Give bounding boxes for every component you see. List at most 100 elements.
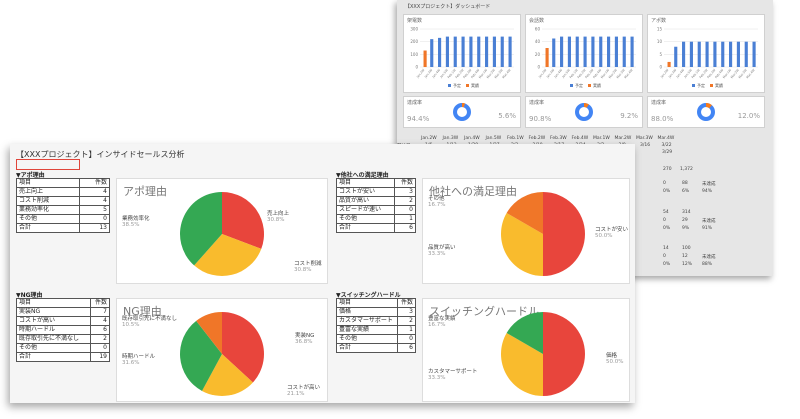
- x-tick-label: Feb.2W: [698, 68, 708, 79]
- x-tick-label: Mar.3W: [738, 68, 748, 79]
- table-cell: 0: [394, 205, 416, 215]
- x-tick-label: Jan.3W: [423, 68, 433, 79]
- achievement-left-value: 90.8%: [529, 115, 552, 123]
- pie-label: コスト削減 30.8%: [294, 261, 322, 273]
- y-tick-label: 60: [535, 27, 541, 32]
- table-cell: 6%: [682, 189, 690, 194]
- week-label: Jan.5W: [485, 136, 502, 141]
- x-tick-label: Jan.5W: [561, 68, 571, 79]
- bar-plan: [430, 39, 434, 67]
- table-row: 既存取引先に不満なし 2: [16, 334, 111, 344]
- table-cell: 豊富な実績: [335, 325, 399, 335]
- bar-plan: [461, 36, 465, 67]
- table-cell: 6: [394, 223, 416, 233]
- table-row: 豊富な実績 1: [335, 325, 416, 335]
- table-cell: 12: [682, 254, 688, 259]
- legend-label: 予定: [697, 82, 705, 88]
- bar-plan: [599, 36, 603, 67]
- bar-chart-appointments: 151050Jan.2WJan.3WJan.4WJan.5WFeb.1WFeb.…: [657, 27, 758, 88]
- bar-plan: [630, 36, 634, 67]
- table-cell: 6: [89, 325, 111, 335]
- legend-label: 予定: [575, 82, 583, 88]
- x-tick-label: Feb.1W: [691, 68, 701, 79]
- x-tick-label: Feb.1W: [569, 68, 579, 79]
- table-cell: コスト削減: [16, 196, 80, 206]
- table-cell: 時期ハードル: [16, 325, 91, 335]
- table-cell: その他: [335, 334, 399, 344]
- y-tick-label: 0: [659, 65, 662, 70]
- bar-plan: [729, 41, 733, 67]
- week-date: 3/16: [640, 143, 651, 148]
- week-label: Jan.2W: [421, 136, 437, 141]
- table-row: 項目 件数: [335, 298, 416, 308]
- week-label: Mar.3W: [636, 136, 653, 141]
- achievement-right-value: 5.6%: [498, 112, 516, 120]
- table-row: その他 0: [335, 334, 416, 344]
- table-cell: コストが安い: [336, 187, 395, 197]
- pie-slice: [194, 234, 262, 276]
- table-row: 合計 6: [336, 223, 416, 233]
- table-cell: その他: [16, 214, 80, 224]
- pie-slice: [202, 354, 253, 396]
- y-tick-label: 300: [410, 27, 418, 32]
- bar-plan: [622, 36, 626, 67]
- x-tick-label: Jan.5W: [439, 68, 449, 79]
- table-cell: 価格: [335, 307, 399, 317]
- table-cell: カスタマーサポート: [335, 316, 399, 326]
- table-cell: 未達成: [702, 182, 716, 187]
- y-tick-label: 40: [535, 39, 541, 44]
- x-tick-label: Feb.3W: [584, 68, 594, 79]
- week-label: Feb.3W: [550, 136, 567, 141]
- bar-plan: [744, 41, 748, 67]
- table-cell: 1: [394, 214, 416, 224]
- x-tick-label: Jan.2W: [659, 68, 669, 79]
- bar-chart-card-conversations: 会話数 60 40 20 0 Jan.2W Jan.3W Jan.4W Jan.5W Feb.1…: [525, 14, 643, 93]
- table-cell: 88: [682, 181, 688, 186]
- pie-label: コストが高い 21.1%: [287, 385, 321, 397]
- table-cell: 3: [394, 187, 416, 197]
- legend-swatch: [448, 84, 451, 87]
- table-cell: 未達成: [702, 219, 716, 224]
- bar-plan: [674, 46, 678, 67]
- table-cell: 合計: [16, 352, 91, 362]
- bar-chart-card-calls: 架電数 300 200 100 0 Jan.2W Jan.3W Jan.4W Jan.5W Fe…: [403, 14, 521, 93]
- table-cell: 4: [89, 316, 111, 326]
- table-cell: 品質が高い: [336, 196, 395, 206]
- bar-plan: [607, 36, 611, 67]
- table-header: 項目: [335, 298, 399, 308]
- selected-cell-highlight[interactable]: [16, 159, 80, 170]
- table-cell: 100: [682, 246, 691, 251]
- bar-plan: [445, 36, 449, 67]
- table-row: 品質が高い 2: [336, 196, 416, 206]
- table-header: 項目: [336, 178, 395, 188]
- bar-plan: [477, 36, 481, 67]
- table-cell: 合計: [336, 223, 395, 233]
- bar-plan: [560, 36, 564, 67]
- table-cell: 合計: [335, 343, 399, 353]
- table-cell: その他: [16, 343, 91, 353]
- achievement-left-value: 88.0%: [651, 115, 674, 123]
- bar-plan: [736, 41, 740, 67]
- table-row: 合計 13: [16, 223, 111, 233]
- table-cell: 54: [663, 210, 669, 215]
- bar-chart-title: 会話数: [529, 18, 545, 24]
- table-cell: 2: [397, 316, 416, 326]
- pie-card-ng-reason: NG理由 実装NG 36.8% コストが高い 21.1% 時期ハードル 31.6% 既…: [116, 298, 328, 402]
- table-cell: 0: [78, 214, 111, 224]
- table-cell: 業務効率化: [16, 205, 80, 215]
- x-tick-label: Jan.3W: [667, 68, 677, 79]
- table-cell: 94%: [702, 189, 713, 194]
- pie-label: その他 16.7%: [428, 196, 446, 208]
- bar-plan: [500, 36, 504, 67]
- y-tick-label: 100: [410, 52, 418, 57]
- competitor-satisfaction-table: 項目 件数 コストが安い 3 品質が高い 2 スピードが速い 0 その他 1 合計 6: [336, 178, 416, 233]
- bar-plan: [552, 38, 556, 67]
- x-tick-label: Mar.2W: [486, 68, 496, 79]
- x-tick-label: Jan.2W: [415, 68, 425, 79]
- table-row: 項目 件数: [16, 298, 111, 308]
- table-row: 実装NG 7: [16, 307, 111, 317]
- table-cell: 4: [78, 196, 111, 206]
- ng-reason-table: 項目 件数 実装NG 7 コストが高い 4 時期ハードル 6 既存取引先に不満なし 2 そ…: [16, 298, 111, 362]
- pie-slice: [501, 213, 543, 276]
- table-row: 時期ハードル 6: [16, 325, 111, 335]
